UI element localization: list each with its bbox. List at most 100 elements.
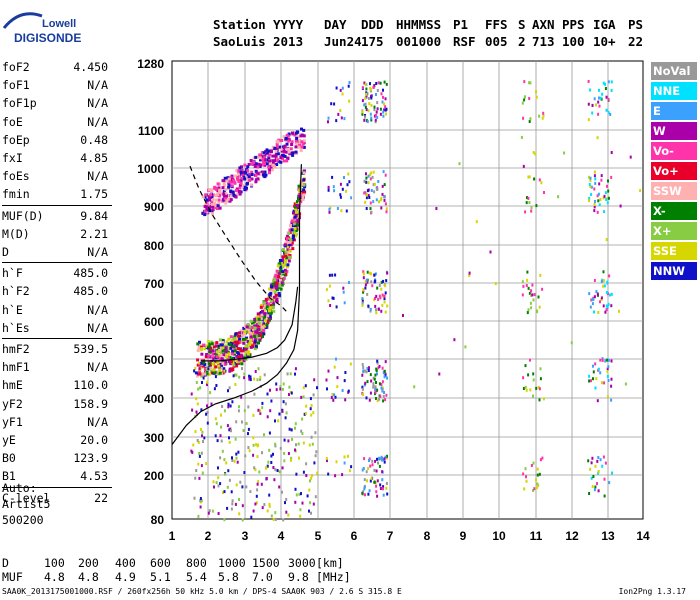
echo-point (367, 97, 370, 100)
echo-point (362, 288, 365, 292)
echo-point (249, 378, 252, 382)
echo-point (309, 501, 312, 505)
echo-point (383, 102, 385, 106)
echo-point (327, 369, 330, 373)
echo-point (293, 227, 297, 230)
echo-point (288, 254, 292, 257)
x-tick-label: 14 (636, 529, 650, 543)
echo-point (249, 375, 252, 379)
echo-point (195, 397, 198, 401)
echo-point (361, 297, 364, 301)
echo-point (597, 456, 600, 459)
echo-point (217, 201, 221, 205)
echo-point (287, 232, 291, 235)
echo-point (286, 239, 290, 242)
echo-point (608, 274, 611, 278)
echo-point (597, 311, 600, 314)
echo-point (255, 321, 259, 325)
echo-point (294, 207, 298, 211)
param-value: N/A (87, 360, 108, 375)
echo-point (282, 382, 285, 386)
echo-point (268, 318, 271, 322)
echo-point (281, 270, 285, 274)
echo-point (285, 498, 288, 501)
echo-point (605, 95, 608, 99)
echo-point (216, 204, 220, 207)
echo-point (523, 98, 526, 102)
echo-point (255, 501, 258, 505)
echo-point (313, 378, 316, 382)
echo-point (268, 431, 271, 435)
echo-point (373, 190, 376, 194)
echo-point (531, 293, 534, 297)
echo-point (253, 165, 257, 169)
echo-point (593, 295, 596, 299)
echo-point (361, 112, 364, 116)
echo-point (198, 361, 202, 365)
echo-point (365, 396, 368, 400)
param-label: yF2 (2, 396, 23, 411)
echo-point (607, 302, 610, 306)
y-tick-label: 80 (151, 513, 165, 527)
echo-point (313, 461, 316, 465)
y-tick-label: 700 (144, 277, 164, 291)
param-row: foEs N/A (2, 167, 110, 185)
echo-point (234, 383, 237, 386)
echo-point (234, 362, 237, 365)
echo-point (274, 511, 277, 515)
echo-point (259, 409, 261, 413)
param-label: foF2 (2, 60, 30, 74)
echo-point (259, 163, 263, 167)
echo-point (383, 80, 386, 84)
y-tick-label: 500 (144, 353, 164, 367)
echo-point (361, 99, 364, 103)
echo-point (254, 330, 258, 334)
echo-point (279, 269, 283, 273)
echo-point (216, 361, 220, 364)
echo-point (374, 459, 377, 463)
legend-item-e: E (651, 102, 697, 120)
echo-point (268, 287, 272, 291)
param-label: foF1p (2, 96, 37, 111)
echo-point (243, 177, 247, 181)
echo-point (226, 506, 229, 510)
echo-point (289, 390, 292, 394)
echo-point (299, 508, 302, 512)
echo-point (230, 174, 234, 178)
echo-point (226, 424, 229, 428)
echo-point (363, 383, 366, 387)
echo-point (364, 83, 367, 86)
echo-point (535, 95, 538, 99)
echo-point (243, 163, 247, 167)
echo-point (229, 346, 233, 350)
echo-point (218, 338, 222, 342)
echo-point (224, 201, 228, 205)
echo-point (277, 138, 281, 142)
echo-point (337, 112, 340, 116)
echo-point (263, 312, 267, 316)
echo-point (220, 425, 223, 429)
echo-point (231, 343, 235, 346)
echo-point (295, 203, 299, 207)
echo-point (203, 347, 207, 351)
echo-point (589, 176, 592, 180)
echo-point (243, 471, 246, 474)
param-separator (2, 204, 112, 206)
echo-point (203, 204, 207, 208)
echo-point (293, 202, 297, 206)
echo-point (369, 82, 371, 86)
muf-value: 5.4 (186, 570, 207, 584)
echo-point (363, 487, 366, 491)
echo-point (258, 470, 261, 474)
echo-point (310, 413, 313, 417)
echo-point (379, 483, 382, 487)
echo-point (378, 456, 380, 460)
echo-point (225, 193, 229, 197)
echo-point (225, 199, 229, 203)
echo-point (205, 210, 209, 214)
echo-point (273, 159, 277, 163)
echo-point (243, 185, 247, 189)
echo-point (269, 388, 271, 392)
echo-point (234, 174, 238, 178)
echo-point (607, 189, 610, 193)
